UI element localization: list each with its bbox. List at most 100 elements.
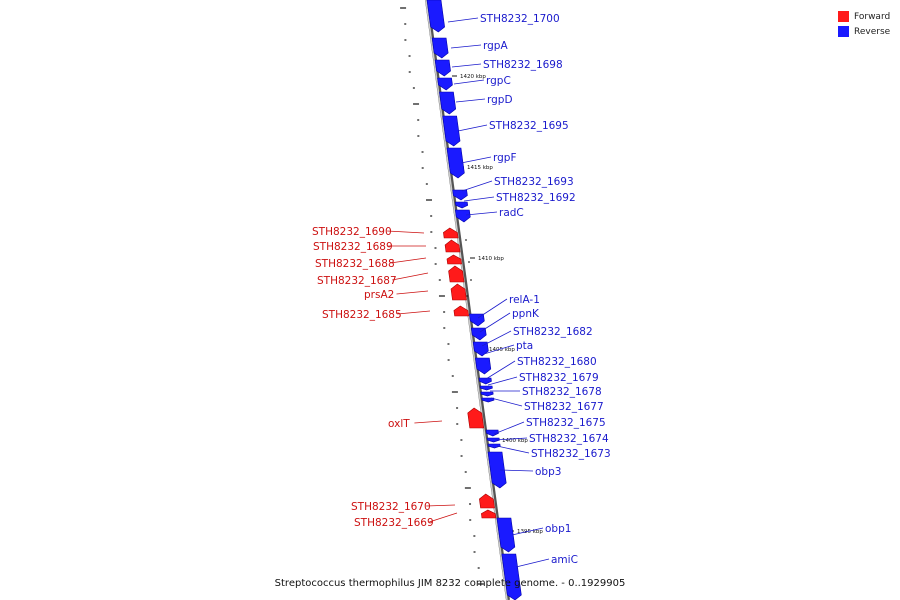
gene-arrow (443, 227, 459, 239)
tick-label: 1395 kbp (517, 529, 543, 535)
gene-label: rgpC (486, 75, 511, 87)
gene-arrow (478, 377, 492, 385)
gene-label: STH8232_1692 (496, 192, 576, 204)
gene-label: STH8232_1678 (522, 386, 602, 398)
gene-connector (479, 312, 511, 333)
gene-connector (483, 344, 515, 355)
gene-connector (460, 156, 492, 164)
gene-label: amiC (551, 554, 578, 566)
gene-connector (490, 397, 523, 407)
gene-arrow (446, 147, 465, 179)
genome-backbone (425, 0, 510, 600)
gene-arrow (437, 77, 453, 91)
gene-label: STH8232_1688 (315, 258, 395, 270)
gene-connector (493, 421, 525, 435)
tick-label: 1400 kbp (502, 438, 528, 444)
gene-label: STH8232_1670 (351, 501, 431, 513)
gene-label: ppnK (512, 308, 540, 320)
gene-connector (494, 437, 528, 441)
gene-arrow (431, 37, 449, 59)
gene-label: pta (516, 340, 533, 352)
gene-arrow (487, 451, 507, 489)
gene-connector (450, 44, 482, 49)
gene-connector (461, 180, 493, 192)
gene-arrow (453, 305, 470, 317)
gene-label: STH8232_1682 (513, 326, 593, 338)
gene-label: STH8232_1698 (483, 59, 563, 71)
gene-arrow (450, 283, 467, 301)
gene-connector (392, 272, 429, 281)
gene-connector (455, 98, 486, 103)
gene-arrow (485, 429, 499, 437)
legend-reverse-swatch (838, 26, 849, 37)
gene-connector (487, 376, 518, 386)
gene-label: rgpF (493, 152, 517, 164)
gene-arrow (446, 254, 462, 265)
legend-forward-label: Forward (854, 11, 891, 22)
gene-label: STH8232_1679 (519, 372, 599, 384)
gene-label: STH8232_1677 (524, 401, 604, 413)
gene-arrow (486, 437, 500, 443)
legend: Forward Reverse (838, 9, 890, 39)
gene-connector (457, 124, 488, 132)
gene-label: radC (499, 207, 524, 219)
gene-label: oxlT (388, 418, 410, 430)
gene-arrow (480, 391, 494, 397)
gene-arrow (501, 553, 522, 600)
gene-arrow (467, 407, 485, 429)
legend-forward: Forward (838, 9, 890, 24)
legend-reverse-label: Reverse (854, 26, 891, 37)
gene-arrow (470, 327, 487, 341)
tick-label: 1410 kbp (478, 256, 504, 262)
gene-connector (397, 310, 431, 315)
gene-label: STH8232_1687 (317, 275, 397, 287)
gene-arrow (444, 239, 461, 253)
gene-arrow (442, 115, 461, 147)
gene-label: STH8232_1685 (322, 309, 402, 321)
legend-forward-swatch (838, 11, 849, 22)
gene-connector (447, 17, 479, 23)
tick-label: 1420 kbp (460, 74, 486, 80)
gene-label: STH8232_1690 (312, 226, 392, 238)
gene-arrow (454, 201, 469, 209)
gene-label: STH8232_1693 (494, 176, 574, 188)
gene-label: rgpD (487, 94, 513, 106)
gene-label: STH8232_1689 (313, 241, 393, 253)
gene-label: STH8232_1675 (526, 417, 606, 429)
gene-arrow (496, 517, 516, 553)
gene-label: rgpA (483, 40, 508, 52)
genome-caption: Streptococcus thermophilus JIM 8232 comp… (274, 578, 626, 589)
gene-connector (465, 211, 498, 216)
gene-arrow (479, 385, 493, 391)
gene-label: STH8232_1695 (489, 120, 569, 132)
gene-connector (481, 330, 512, 347)
gene-connector (451, 63, 482, 68)
gene-arrow (481, 509, 497, 519)
gene-label: STH8232_1674 (529, 433, 609, 445)
gene-arrow (434, 59, 451, 77)
gene-connector (396, 290, 429, 295)
legend-reverse: Reverse (838, 24, 890, 39)
gene-connector (499, 469, 534, 472)
gene-connector (496, 445, 530, 454)
gene-arrow (455, 209, 471, 223)
gene-arrow (448, 265, 465, 283)
gene-label: obp1 (545, 523, 571, 535)
gene-arrow (487, 443, 501, 449)
gene-label: relA-1 (509, 294, 540, 306)
gene-label: STH8232_1680 (517, 356, 597, 368)
tick-label: 1415 kbp (467, 165, 493, 171)
gene-connector (387, 230, 425, 234)
gene-arrow (426, 0, 445, 33)
gene-connector (390, 257, 427, 264)
gene-connector (453, 79, 485, 85)
gene-connector (426, 504, 456, 507)
gene-label: STH8232_1669 (354, 517, 434, 529)
tick-label: 1405 kbp (489, 347, 515, 353)
gene-arrow (479, 493, 495, 509)
gene-arrow (439, 91, 457, 115)
gene-connector (429, 512, 458, 523)
gene-label: STH8232_1673 (531, 448, 611, 460)
gene-arrow (469, 313, 485, 327)
